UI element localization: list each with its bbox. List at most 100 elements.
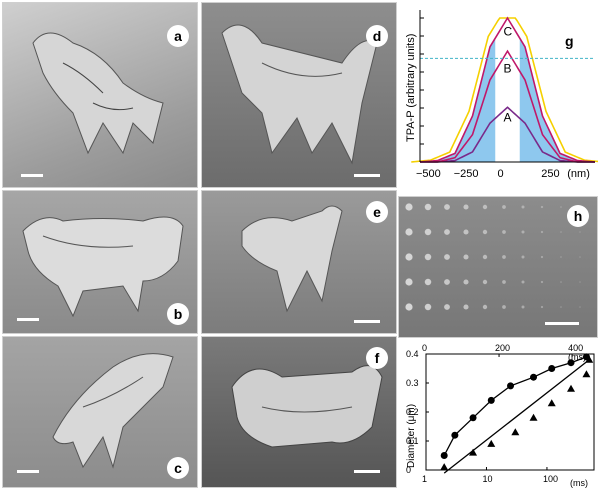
series-line-A — [420, 106, 595, 163]
bottom-tick-label: 1 — [422, 474, 427, 484]
dot — [540, 230, 544, 234]
fit-line-triangles — [443, 359, 590, 474]
dot — [540, 255, 544, 259]
scale-bar — [354, 320, 380, 323]
x-tick-label: 0 — [498, 168, 504, 180]
dot — [424, 278, 432, 286]
dot — [444, 279, 450, 285]
dot — [463, 204, 469, 210]
data-point-triangle — [529, 413, 538, 421]
bottom-tick-label: 10 — [482, 474, 492, 484]
bull-image-d — [221, 24, 378, 165]
dot — [540, 305, 544, 309]
panel-b: b — [2, 190, 198, 334]
dot — [424, 228, 432, 236]
dot — [424, 253, 432, 261]
curve-label-B: B — [504, 62, 512, 76]
tpa-chart: A B C −500 −250 0 250 (nm) g TPA-P (arbitrary u… — [405, 10, 600, 180]
y-tick-label: 0.1 — [406, 436, 419, 446]
dot — [560, 281, 562, 283]
panel-d: d — [201, 2, 397, 188]
dot — [540, 280, 544, 284]
curve-label-C: C — [504, 24, 513, 38]
dot — [560, 231, 562, 233]
scale-bar — [17, 470, 39, 473]
fit-line-circles — [443, 356, 587, 456]
fill-left — [420, 38, 496, 162]
panel-g: A B C −500 −250 0 250 (nm) g TPA-P (arbitrary u… — [400, 2, 600, 192]
dot — [444, 229, 450, 235]
data-point-triangle — [440, 463, 449, 471]
data-point-circle — [469, 414, 477, 422]
panel-e: e — [201, 190, 397, 334]
top-tick-label: 400 — [568, 343, 583, 353]
dot — [405, 228, 413, 236]
dot — [405, 303, 413, 311]
series-line-C — [419, 16, 596, 163]
dot — [502, 230, 506, 234]
x-tick-label: 250 — [541, 168, 559, 180]
dot — [579, 306, 581, 308]
dot — [405, 203, 413, 211]
bull-image-c — [52, 353, 174, 469]
y-tick-label: 0.4 — [406, 349, 419, 359]
panel-label-a: a — [167, 25, 189, 47]
dot — [424, 303, 432, 311]
dot — [482, 304, 488, 310]
y-tick-label: 0 — [406, 465, 411, 475]
dot — [540, 205, 544, 209]
curve-label-A: A — [504, 111, 512, 125]
diameter-axis-label: Diameter (μm) — [406, 404, 417, 468]
dot — [424, 203, 432, 211]
x-unit-label: (nm) — [567, 168, 590, 180]
dot — [521, 230, 525, 234]
scale-bar — [17, 318, 39, 321]
data-point-circle — [440, 452, 448, 459]
panel-h: h — [398, 196, 598, 338]
scale-bar — [21, 174, 43, 177]
dot — [405, 253, 413, 261]
panel-label-c: c — [167, 457, 189, 479]
dot — [579, 281, 581, 283]
data-point-triangle — [585, 355, 594, 363]
series-line-B — [420, 49, 595, 163]
panel-label-b: b — [167, 303, 189, 325]
scale-bar — [545, 322, 579, 325]
top-tick-label: 0 — [422, 343, 427, 353]
dot — [521, 305, 525, 309]
panel-label-h: h — [567, 205, 589, 227]
y-tick-label: 0.2 — [406, 407, 419, 417]
dot — [463, 304, 469, 310]
panel-label-f: f — [366, 347, 388, 369]
dot — [463, 279, 469, 285]
panel-label-e: e — [366, 201, 388, 223]
panel-c: c — [2, 336, 198, 488]
top-axis-unit: (ms) — [568, 352, 586, 362]
data-point-circle — [530, 373, 538, 381]
data-point-circle — [487, 396, 495, 404]
data-point-circle — [451, 431, 459, 439]
fill-right — [519, 38, 595, 162]
bull-image-e — [241, 205, 343, 313]
top-tick-label: 200 — [495, 343, 510, 353]
dot — [579, 256, 581, 258]
dot — [560, 306, 562, 308]
data-point-triangle — [487, 439, 496, 447]
dot — [463, 229, 469, 235]
data-point-circle — [548, 365, 556, 372]
y-axis-label: TPA-P (arbitrary units) — [405, 34, 417, 142]
dot — [444, 254, 450, 260]
bull-image-a — [32, 32, 164, 155]
panel-diameter-plot: 0 0.1 0.2 0.3 0.4 0 200 400 1 10 100 Diameter (μm)… — [400, 340, 598, 490]
data-point-circle — [507, 382, 515, 390]
bottom-tick-label: 100 — [543, 474, 558, 484]
panel-label-g: g — [565, 33, 574, 49]
dot — [463, 254, 469, 260]
dot — [579, 231, 581, 233]
dot — [482, 229, 488, 235]
dot-array — [405, 203, 581, 311]
dot — [482, 279, 488, 285]
data-point-circle — [567, 359, 575, 367]
panel-label-d: d — [366, 25, 388, 47]
